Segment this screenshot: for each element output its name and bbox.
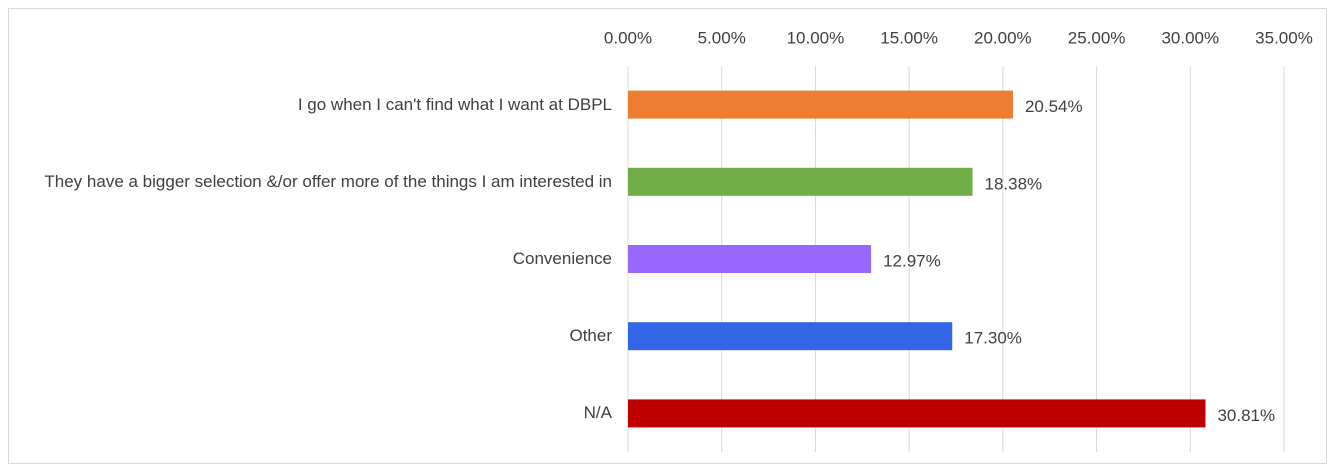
- category-label-box: Other: [0, 306, 612, 366]
- value-label: 18.38%: [984, 174, 1042, 193]
- x-tick-label: 30.00%: [1161, 28, 1219, 47]
- x-tick-label: 10.00%: [787, 28, 845, 47]
- x-tick-label: 25.00%: [1068, 28, 1126, 47]
- y-tick-label: Other: [569, 326, 612, 346]
- value-label: 20.54%: [1025, 97, 1083, 116]
- y-tick-label: Convenience: [512, 249, 612, 268]
- bar: [628, 245, 872, 273]
- value-label: 12.97%: [883, 251, 941, 270]
- category-label-box: Convenience: [0, 229, 612, 289]
- bar: [628, 399, 1206, 428]
- bar: [628, 167, 973, 196]
- bar: [628, 322, 953, 351]
- x-tick-label: 5.00%: [698, 28, 746, 47]
- x-tick-label: 35.00%: [1255, 28, 1313, 47]
- chart-border: [8, 8, 1327, 464]
- x-tick-label: 0.00%: [604, 28, 652, 47]
- category-label-box: I go when I can't find what I want at DB…: [0, 75, 612, 135]
- value-label: 17.30%: [964, 329, 1022, 348]
- bar: [628, 90, 1013, 119]
- y-tick-label: I go when I can't find what I want at DB…: [297, 94, 612, 114]
- x-tick-label: 15.00%: [880, 28, 938, 47]
- value-label: 30.81%: [1217, 406, 1275, 425]
- y-tick-label: N/A: [583, 403, 612, 423]
- category-label-box: N/A: [0, 383, 612, 443]
- category-label-box: They have a bigger selection &/or offer …: [0, 152, 612, 212]
- x-tick-label: 20.00%: [974, 28, 1032, 47]
- y-tick-label: They have a bigger selection &/or offer …: [44, 171, 612, 191]
